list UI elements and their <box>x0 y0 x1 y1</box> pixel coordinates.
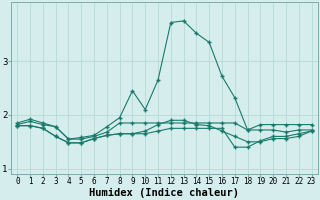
X-axis label: Humidex (Indice chaleur): Humidex (Indice chaleur) <box>89 188 239 198</box>
